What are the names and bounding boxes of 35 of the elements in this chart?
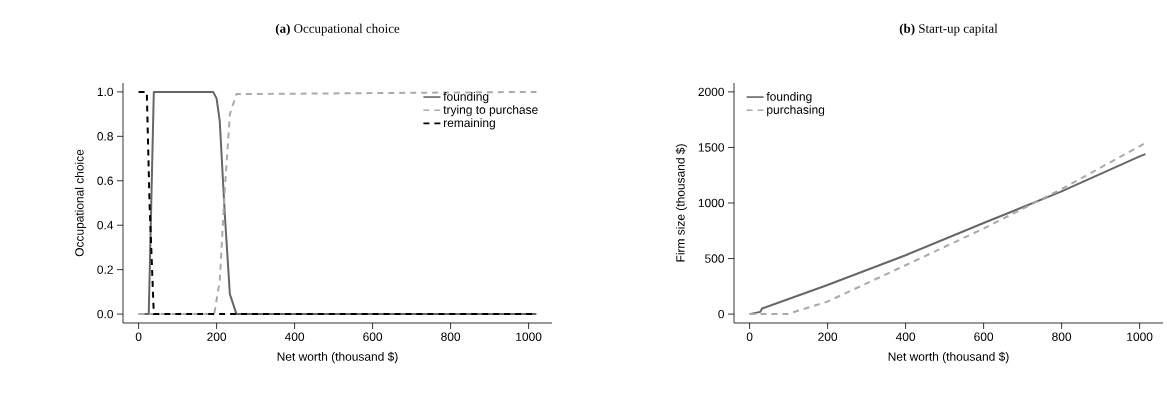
x-tick-label: 600	[974, 332, 994, 341]
x-tick-label: 600	[363, 332, 383, 341]
y-axis-title: Occupational choice	[74, 149, 87, 257]
chart-title: (a) Occupational choice	[275, 23, 400, 36]
y-axis-title: Firm size (thousand $)	[675, 144, 688, 262]
x-tick-label: 1000	[1127, 332, 1153, 341]
y-tick-label: 0.2	[97, 265, 113, 274]
x-tick-label: 1000	[516, 332, 542, 341]
x-tick-label: 0	[135, 332, 142, 341]
x-tick-label: 200	[818, 332, 838, 341]
legend-label: remaining	[444, 118, 495, 130]
x-tick-label: 800	[441, 332, 461, 341]
legend-label: trying to purchase	[443, 105, 538, 117]
x-tick-label: 200	[207, 332, 227, 341]
x-tick-label: 800	[1052, 332, 1072, 341]
y-tick-label: 1500	[698, 143, 725, 152]
legend-label: founding	[766, 91, 812, 104]
x-axis-title: Net worth (thousand $)	[888, 351, 1009, 364]
y-tick-label: 2000	[698, 87, 725, 97]
y-tick-label: 0.0	[97, 309, 114, 319]
line-series	[137, 90, 538, 316]
y-tick-label: 0	[718, 309, 725, 319]
y-tick-label: 0.8	[97, 132, 113, 141]
y-tick-label: 500	[705, 254, 725, 263]
legend-label: founding	[443, 91, 489, 104]
y-tick-label: 1.0	[97, 87, 114, 97]
x-tick-label: 400	[895, 332, 916, 341]
x-axis-title: Net worth (thousand $)	[277, 351, 398, 364]
x-tick-label: 400	[284, 332, 305, 341]
x-tick-label: 0	[746, 332, 753, 341]
y-tick-label: 0.6	[97, 176, 113, 185]
legend-label: purchasing	[767, 105, 825, 117]
y-tick-label: 0.4	[97, 220, 114, 230]
y-tick-label: 1000	[698, 198, 725, 208]
chart-title: (b) Start-up capital	[899, 23, 998, 36]
